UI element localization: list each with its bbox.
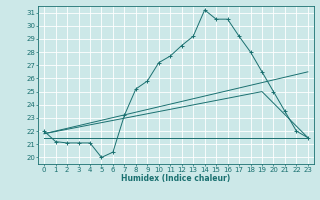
X-axis label: Humidex (Indice chaleur): Humidex (Indice chaleur) — [121, 174, 231, 183]
